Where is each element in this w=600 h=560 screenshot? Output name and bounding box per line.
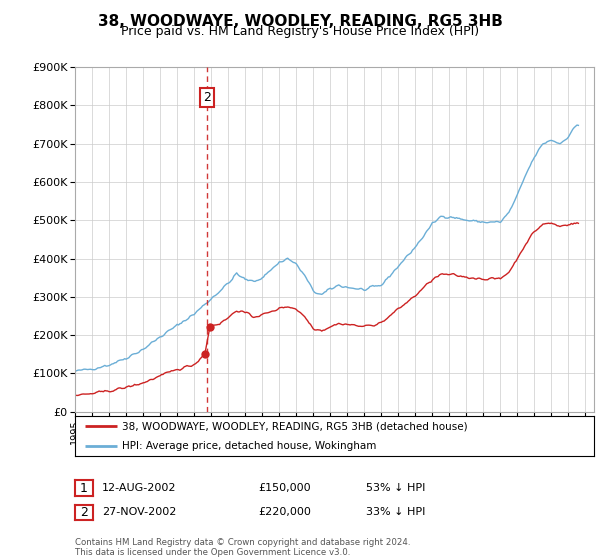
Text: 53% ↓ HPI: 53% ↓ HPI: [366, 483, 425, 493]
Text: 2: 2: [80, 506, 88, 519]
Text: Price paid vs. HM Land Registry's House Price Index (HPI): Price paid vs. HM Land Registry's House …: [121, 25, 479, 38]
Text: HPI: Average price, detached house, Wokingham: HPI: Average price, detached house, Woki…: [122, 441, 376, 451]
Text: 1: 1: [80, 482, 88, 495]
Text: 33% ↓ HPI: 33% ↓ HPI: [366, 507, 425, 517]
Text: £150,000: £150,000: [258, 483, 311, 493]
Text: Contains HM Land Registry data © Crown copyright and database right 2024.
This d: Contains HM Land Registry data © Crown c…: [75, 538, 410, 557]
Text: 12-AUG-2002: 12-AUG-2002: [102, 483, 176, 493]
Text: £220,000: £220,000: [258, 507, 311, 517]
Text: 38, WOODWAYE, WOODLEY, READING, RG5 3HB: 38, WOODWAYE, WOODLEY, READING, RG5 3HB: [98, 14, 502, 29]
Text: 2: 2: [203, 91, 211, 104]
Text: 38, WOODWAYE, WOODLEY, READING, RG5 3HB (detached house): 38, WOODWAYE, WOODLEY, READING, RG5 3HB …: [122, 421, 467, 431]
Text: 27-NOV-2002: 27-NOV-2002: [102, 507, 176, 517]
